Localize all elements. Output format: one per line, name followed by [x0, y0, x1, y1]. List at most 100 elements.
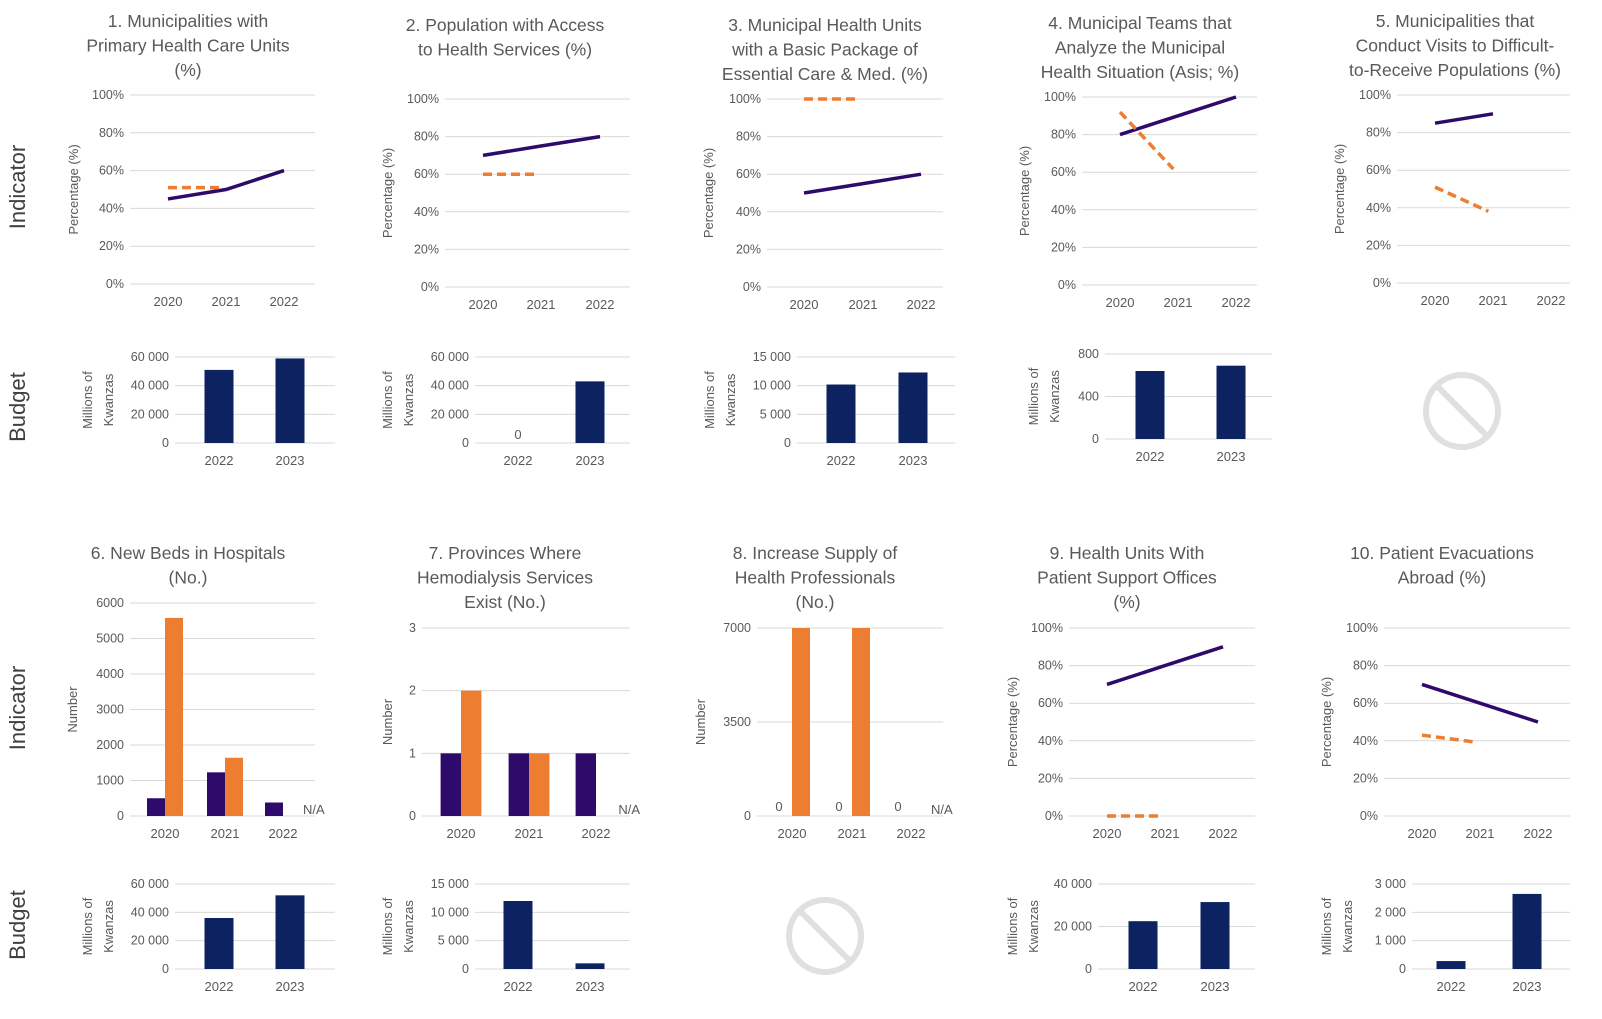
- ind9-ytick-label: 100%: [1031, 621, 1063, 635]
- ind6-bar-target: [225, 757, 243, 816]
- bud7-bar: [575, 963, 605, 969]
- bud10-ytick-label: 3 000: [1375, 877, 1406, 891]
- ind4-series-actual: [1119, 95, 1237, 137]
- ind2-ytick-label: 80%: [414, 130, 439, 144]
- ind10-ytick-label: 60%: [1353, 696, 1378, 710]
- ind2-ytick-label: 0%: [421, 280, 439, 294]
- bud10-xtick-label: 2023: [1513, 979, 1542, 994]
- bud1-xtick-label: 2023: [276, 453, 305, 468]
- bud9-bar: [1128, 921, 1158, 969]
- bud3-bar: [826, 384, 856, 443]
- prohibited-icon: [786, 897, 864, 975]
- bud6-ylabel-line: Kwanzas: [101, 900, 116, 953]
- ind10-xtick-label: 2020: [1408, 826, 1437, 841]
- ind6-ytick-label: 1000: [96, 774, 124, 788]
- ind6-xtick-label: 2022: [269, 826, 298, 841]
- bud1-ytick-label: 40 000: [131, 379, 169, 393]
- ind8-title-line: Health Professionals: [735, 567, 896, 587]
- bud9-xtick-label: 2022: [1129, 979, 1158, 994]
- ind1-title-line: Primary Health Care Units: [86, 35, 289, 55]
- bud7-ytick-label: 10 000: [431, 905, 469, 919]
- ind9-title-line: Patient Support Offices: [1037, 567, 1217, 587]
- ind9-xtick-label: 2021: [1151, 826, 1180, 841]
- ind9-title-line: 9. Health Units With: [1050, 543, 1205, 563]
- ind5-title-line: 5. Municipalities that: [1376, 11, 1535, 31]
- bud7-bar: [503, 901, 533, 969]
- prohibited-icon: [1423, 372, 1501, 450]
- bud6-xtick-label: 2022: [205, 979, 234, 994]
- ind4-ytick-label: 0%: [1058, 278, 1076, 292]
- ind8-xtick-label: 2021: [838, 826, 867, 841]
- bud3-xtick-label: 2022: [827, 453, 856, 468]
- ind7-ytick-label: 2: [409, 684, 416, 698]
- bud3-ylabel-line: Millions of: [702, 371, 717, 429]
- bud2-ylabel-line: Millions of: [380, 371, 395, 429]
- ind4-xtick-label: 2021: [1164, 295, 1193, 310]
- ind10-title-line: 10. Patient Evacuations: [1350, 543, 1534, 563]
- bud3-ylabel-line: Kwanzas: [723, 373, 738, 426]
- bud9-ytick-label: 0: [1085, 962, 1092, 976]
- ind5-title-line: Conduct Visits to Difficult-: [1356, 35, 1555, 55]
- ind6-value-label: N/A: [303, 802, 325, 817]
- bud1-xtick-label: 2022: [205, 453, 234, 468]
- bud4-ytick-label: 0: [1092, 432, 1099, 446]
- ind4-title-line: Health Situation (Asis; %): [1041, 62, 1239, 82]
- ind9-ytick-label: 60%: [1038, 696, 1063, 710]
- bud2-ytick-label: 0: [462, 436, 469, 450]
- ind2-xtick-label: 2020: [469, 297, 498, 312]
- bud6-bar: [204, 918, 234, 969]
- ind8-ylabel: Number: [693, 698, 708, 745]
- ind6-bar-target: [165, 617, 183, 816]
- ind7-xtick-label: 2022: [582, 826, 611, 841]
- ind5-ytick-label: 100%: [1359, 88, 1391, 102]
- bud3-ytick-label: 10 000: [753, 379, 791, 393]
- ind9-series-actual: [1106, 645, 1224, 687]
- ind1-title-line: 1. Municipalities with: [108, 11, 268, 31]
- bud9-bar: [1200, 902, 1230, 969]
- ind5-ytick-label: 20%: [1366, 238, 1391, 252]
- bud2-xtick-label: 2023: [576, 453, 605, 468]
- bud6-ytick-label: 0: [162, 962, 169, 976]
- ind2-title-line: 2. Population with Access: [406, 15, 605, 35]
- bud10-ylabel-line: Millions of: [1319, 897, 1334, 955]
- bud10-xtick-label: 2022: [1437, 979, 1466, 994]
- ind6-ytick-label: 0: [117, 809, 124, 823]
- ind6-ylabel: Number: [65, 686, 80, 733]
- ind7-bar-target: [461, 690, 482, 816]
- bud7-xtick-label: 2022: [504, 979, 533, 994]
- ind7-bar-target: [529, 753, 550, 816]
- bud9-ylabel-line: Millions of: [1005, 897, 1020, 955]
- ind9-ylabel: Percentage (%): [1005, 677, 1020, 767]
- ind5-series-actual: [1434, 112, 1494, 125]
- ind6-xtick-label: 2020: [151, 826, 180, 841]
- ind4-ytick-label: 80%: [1051, 128, 1076, 142]
- ind9-ytick-label: 20%: [1038, 771, 1063, 785]
- ind2-ytick-label: 40%: [414, 205, 439, 219]
- ind2-title-line: to Health Services (%): [418, 39, 592, 59]
- ind1-ytick-label: 100%: [92, 88, 124, 102]
- ind6-ytick-label: 6000: [96, 596, 124, 610]
- ind10-ytick-label: 20%: [1353, 771, 1378, 785]
- bud6-ylabel-line: Millions of: [80, 897, 95, 955]
- ind7-title-line: Hemodialysis Services: [417, 567, 593, 587]
- bud7-xtick-label: 2023: [576, 979, 605, 994]
- ind4-ytick-label: 60%: [1051, 165, 1076, 179]
- bud1-ytick-label: 20 000: [131, 407, 169, 421]
- bud3-bar: [898, 372, 928, 443]
- ind4-ytick-label: 100%: [1044, 90, 1076, 104]
- bud7-ytick-label: 15 000: [431, 877, 469, 891]
- ind7-ytick-label: 0: [409, 809, 416, 823]
- ind2-ytick-label: 20%: [414, 242, 439, 256]
- ind2-ytick-label: 100%: [407, 92, 439, 106]
- ind5-ytick-label: 80%: [1366, 126, 1391, 140]
- bud6-ytick-label: 40 000: [131, 905, 169, 919]
- ind9-ytick-label: 40%: [1038, 734, 1063, 748]
- ind6-ytick-label: 2000: [96, 738, 124, 752]
- ind3-ytick-label: 40%: [736, 205, 761, 219]
- ind7-ylabel: Number: [380, 698, 395, 745]
- ind7-value-label: N/A: [618, 802, 640, 817]
- ind3-title-line: Essential Care & Med. (%): [722, 64, 928, 84]
- ind4-ylabel: Percentage (%): [1017, 146, 1032, 236]
- bud10-ytick-label: 2 000: [1375, 905, 1406, 919]
